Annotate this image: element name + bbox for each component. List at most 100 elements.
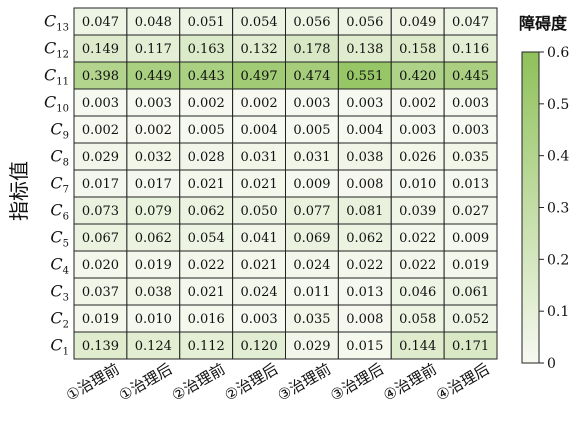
cell-value-label: 0.163 [188, 42, 225, 57]
cell-value-label: 0.117 [135, 42, 172, 57]
cell-value-label: 0.021 [188, 285, 225, 300]
heatmap-cell [232, 34, 287, 63]
cell-value-label: 0.003 [399, 123, 436, 138]
heatmap-cell [126, 7, 181, 36]
row-label: C2 [50, 309, 69, 331]
row-labels: C13 C12 C11 C10 C9 C8 C7 C6 C5 C4 C3 C2 C1 [44, 12, 69, 358]
heatmap-cell [126, 223, 181, 252]
heatmap-cell [179, 331, 234, 360]
colorbar [521, 51, 540, 364]
heatmap-cell [337, 223, 392, 252]
cell-value-label: 0.061 [452, 285, 489, 300]
cell-value-label: 0.474 [293, 69, 330, 84]
heatmap-cell [126, 277, 181, 306]
cell-value-label: 0.047 [452, 15, 489, 30]
heatmap-cell [126, 142, 181, 171]
row-label: C4 [50, 255, 69, 277]
cell-value-label: 0.011 [293, 285, 330, 300]
heatmap-cell [179, 61, 234, 90]
heatmap-cell [126, 331, 181, 360]
column-label: ④治理后 [433, 360, 493, 405]
cell-value-label: 0.019 [452, 258, 489, 273]
cell-value-label: 0.051 [188, 15, 225, 30]
cell-value-label: 0.031 [293, 150, 330, 165]
heatmap-cell [285, 250, 339, 279]
cell-value-label: 0.112 [188, 339, 225, 354]
row-label: C9 [50, 120, 69, 142]
heatmap-cell [443, 169, 498, 198]
cell-value-label: 0.005 [188, 123, 225, 138]
heatmap-cell [337, 7, 392, 36]
cell-value-label: 0.056 [346, 15, 383, 30]
cell-value-label: 0.009 [452, 231, 489, 246]
cell-value-label: 0.079 [135, 204, 172, 219]
cell-value-label: 0.022 [346, 258, 383, 273]
heatmap-cell [232, 88, 287, 117]
cell-value-label: 0.003 [452, 123, 489, 138]
cell-value-label: 0.052 [452, 312, 489, 327]
heatmap-cell [285, 277, 339, 306]
heatmap-cell [337, 331, 392, 360]
heatmap-cell [179, 223, 234, 252]
cell-value-label: 0.116 [452, 42, 489, 57]
cell-value-label: 0.002 [82, 123, 119, 138]
cell-value-label: 0.077 [293, 204, 330, 219]
heatmap-cell [73, 331, 128, 360]
cell-value-label: 0.022 [188, 258, 225, 273]
row-label: C11 [44, 66, 69, 88]
cell-value-label: 0.132 [240, 42, 277, 57]
cell-value-label: 0.398 [82, 69, 119, 84]
heatmap-cell [232, 61, 287, 90]
y-axis-label: 指标值 [7, 161, 31, 221]
cell-value-label: 0.020 [82, 258, 119, 273]
heatmap-cell [73, 304, 128, 333]
colorbar-tick-label: 0.4 [547, 149, 569, 165]
row-label: C12 [44, 39, 69, 61]
cell-value-label: 0.024 [293, 258, 330, 273]
cell-value-label: 0.054 [240, 15, 277, 30]
heatmap-cell [73, 250, 128, 279]
cell-value-label: 0.021 [188, 177, 225, 192]
cell-value-label: 0.022 [399, 231, 436, 246]
cell-value-label: 0.443 [188, 69, 225, 84]
cell-value-label: 0.056 [293, 15, 330, 30]
heatmap-cell [285, 115, 339, 144]
cell-value-label: 0.062 [346, 231, 383, 246]
cell-value-label: 0.021 [240, 177, 277, 192]
heatmap-cell [443, 196, 498, 225]
heatmap-cell [443, 331, 498, 360]
heatmap-cell [443, 61, 498, 90]
cell-value-label: 0.031 [240, 150, 277, 165]
cell-value-label: 0.035 [452, 150, 489, 165]
cell-value-label: 0.049 [399, 15, 436, 30]
heatmap-cell [390, 277, 445, 306]
cell-value-label: 0.029 [82, 150, 119, 165]
cell-value-label: 0.551 [346, 69, 383, 84]
row-label: C7 [50, 174, 69, 196]
cell-value-label: 0.449 [135, 69, 172, 84]
cell-value-label: 0.139 [82, 339, 119, 354]
cell-value-label: 0.069 [293, 231, 330, 246]
column-label: ②治理后 [221, 360, 281, 405]
cell-value-label: 0.002 [240, 96, 277, 111]
colorbar-ticks: 0 0.1 0.2 0.3 0.4 0.5 0.6 [539, 45, 569, 372]
cell-value-label: 0.171 [452, 339, 489, 354]
cell-value-label: 0.037 [82, 285, 119, 300]
cell-value-label: 0.008 [346, 312, 383, 327]
cell-value-label: 0.015 [346, 339, 383, 354]
heatmap-cell [390, 142, 445, 171]
heatmap-cell [179, 196, 234, 225]
cell-value-label: 0.003 [240, 312, 277, 327]
cell-value-label: 0.038 [346, 150, 383, 165]
heatmap-cell [285, 88, 339, 117]
cell-value-label: 0.003 [452, 96, 489, 111]
cell-value-label: 0.017 [82, 177, 119, 192]
cell-value-label: 0.004 [240, 123, 277, 138]
column-label: ③治理前 [274, 360, 334, 405]
cell-value-label: 0.062 [188, 204, 225, 219]
cell-value-label: 0.050 [240, 204, 277, 219]
heatmap-cell [390, 304, 445, 333]
heatmap-cell [390, 61, 445, 90]
cell-value-label: 0.013 [452, 177, 489, 192]
